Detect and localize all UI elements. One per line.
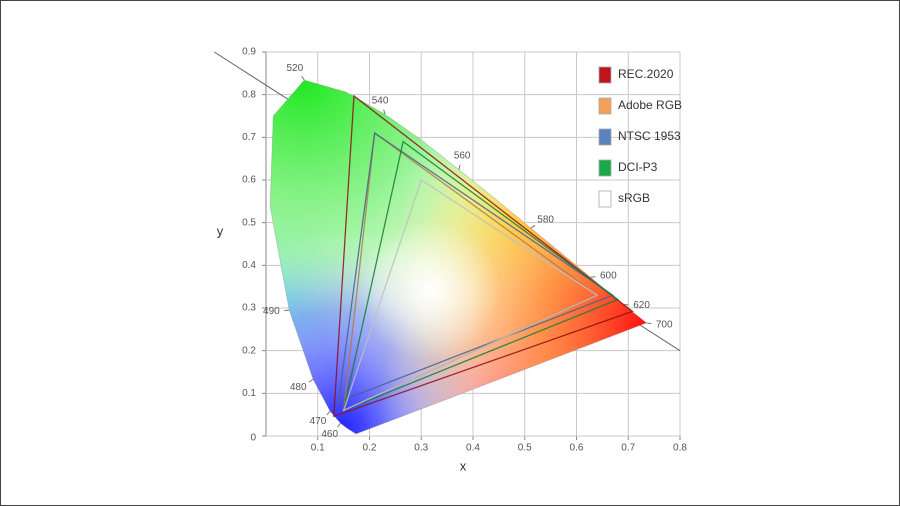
wavelength-tick [383,109,386,115]
wavelength-tick [308,378,314,383]
legend-swatch [598,128,612,146]
x-tick-label: 0.4 [466,443,480,454]
spectral-locus [269,79,648,435]
gamut-triangle [337,131,615,403]
gamut-triangle [333,94,634,418]
x-tick-label: 0.8 [673,443,687,454]
wavelength-tick [284,309,290,312]
legend-label: REC.2020 [618,67,674,81]
legend-swatch [598,190,612,208]
wavelength-tick [337,422,341,428]
y-tick-label: 0.4 [242,260,256,271]
wavelength-label: 520 [287,63,304,74]
legend-label: sRGB [618,191,650,205]
y-tick-label: 0.3 [242,303,256,314]
wavelength-label: 580 [537,215,554,226]
wavelength-tick [301,75,305,81]
gamut-triangle [342,140,620,412]
x-tick-label: 0.3 [414,443,428,454]
y-tick-label: 0 [250,433,256,444]
wavelength-label: 620 [633,300,650,311]
y-tick-label: 0.7 [242,132,256,143]
x-tick-label: 0.2 [363,443,377,454]
wavelength-tick [646,322,652,325]
y-tick-label: 0.8 [242,89,256,100]
x-tick-label: 0.1 [311,443,325,454]
wavelength-label: 460 [321,429,338,440]
legend-swatch [598,159,612,177]
y-tick-label: 0.1 [242,388,256,399]
wavelength-tick [458,164,461,170]
legend-label: DCI-P3 [618,160,658,174]
y-tick-label: 0.2 [242,345,256,356]
wavelength-tick [530,224,536,229]
x-tick-label: 0.5 [518,443,532,454]
x-tick-label: 0.6 [570,443,584,454]
wavelength-tick [326,410,331,416]
legend-swatch [598,66,612,84]
y-axis-label: y [217,223,224,238]
wavelength-tick [590,276,596,278]
legend-label: Adobe RGB [618,98,682,112]
x-tick-label: 0.7 [621,443,635,454]
wavelength-label: 470 [310,416,327,427]
x-axis-label: x [460,458,467,473]
y-tick-label: 0.6 [242,175,256,186]
wavelength-label: 480 [290,382,307,393]
legend-swatch [598,97,612,115]
wavelength-label: 540 [372,95,389,106]
y-tick-label: 0.5 [242,217,256,228]
wavelength-label: 600 [600,270,617,281]
y-tick-label: 0.9 [242,47,256,58]
gamut-triangle [342,178,599,412]
wavelength-label: 490 [263,306,280,317]
wavelength-label: 700 [656,319,673,330]
legend-label: NTSC 1953 [618,129,681,143]
wavelength-label: 560 [454,151,471,162]
